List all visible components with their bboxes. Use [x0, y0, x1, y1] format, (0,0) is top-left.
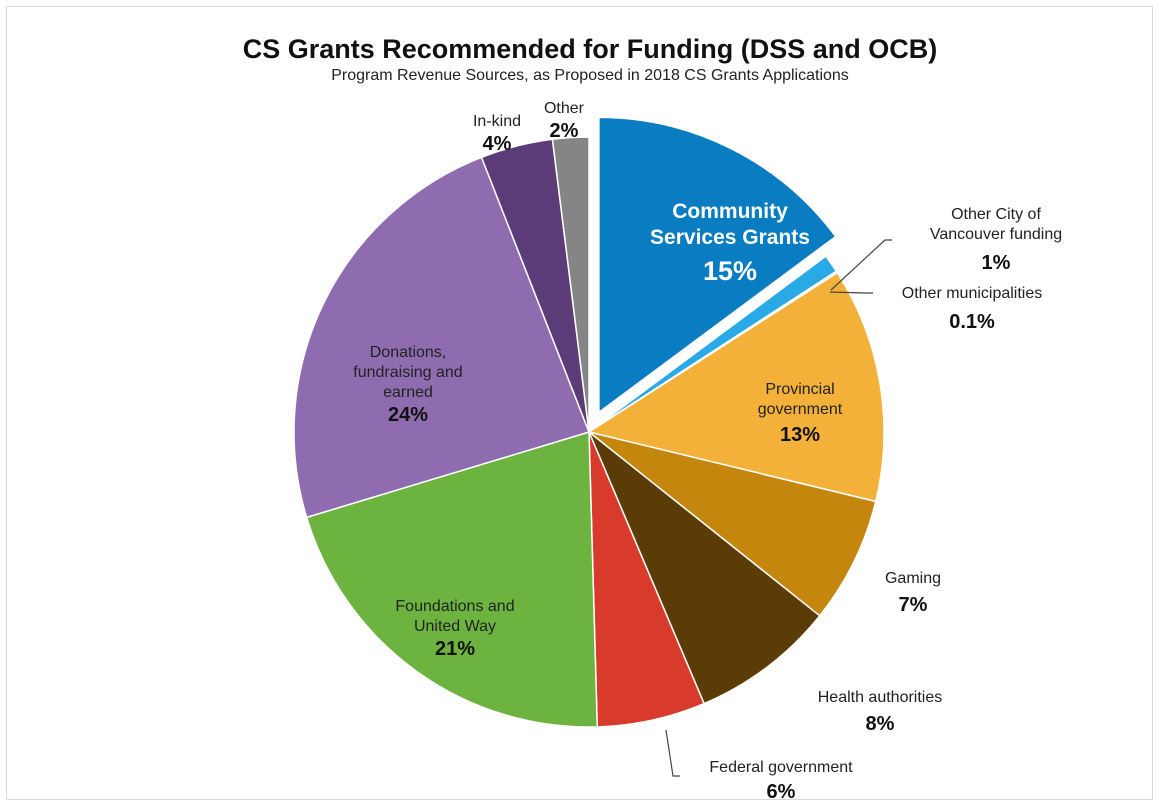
pie-slice [588, 431, 877, 617]
slice-label: Provincial [765, 381, 834, 398]
pie-slice [551, 136, 590, 433]
slice-label: government [758, 401, 843, 418]
slice-value-label: 24% [388, 404, 428, 426]
slice-label: Foundations and [395, 598, 514, 615]
leader-line [830, 239, 892, 291]
slice-value-label: 1% [982, 252, 1011, 274]
leader-lines [665, 239, 892, 777]
slice-label: Other City of [951, 206, 1041, 223]
slice-label: Other municipalities [902, 285, 1043, 302]
slice-label: United Way [414, 618, 496, 635]
pie-slice [588, 431, 821, 705]
chart-subtitle: Program Revenue Sources, as Proposed in … [331, 67, 849, 84]
slice-label: In-kind [473, 113, 521, 130]
slice-label: Other [544, 100, 585, 117]
slice-label: earned [383, 384, 433, 401]
slice-value-label: 4% [483, 133, 512, 155]
pie-slice [587, 271, 885, 503]
slice-value-label: 7% [899, 594, 928, 616]
slice-label: Services Grants [650, 226, 810, 249]
pie-slices [293, 116, 885, 728]
slice-value-label: 21% [435, 638, 475, 660]
pie-slice [598, 116, 837, 414]
slice-value-label: 2% [550, 120, 579, 142]
slice-label: Donations, [370, 344, 447, 361]
slice-value-label: 0.1% [949, 311, 995, 333]
slice-label: Vancouver funding [930, 226, 1062, 243]
leader-line [665, 729, 680, 777]
slice-value-label: 8% [866, 713, 895, 735]
pie-slice [293, 156, 590, 519]
slice-value-label: 6% [767, 781, 796, 803]
slice-labels: Community Services Grants 15% Other City of… [353, 100, 1062, 803]
slice-value-label: 13% [780, 424, 820, 446]
slice-label: Community [672, 200, 788, 223]
slice-label: Gaming [885, 570, 941, 587]
slice-value-label: 15% [703, 256, 757, 286]
pie-slice [305, 430, 599, 728]
slice-label: Federal government [709, 759, 853, 776]
leader-line [829, 291, 873, 294]
slice-label: fundraising and [353, 364, 462, 381]
chart-title: CS Grants Recommended for Funding (DSS a… [243, 34, 938, 64]
slice-label: Health authorities [818, 689, 943, 706]
chart-frame [6, 6, 1153, 800]
